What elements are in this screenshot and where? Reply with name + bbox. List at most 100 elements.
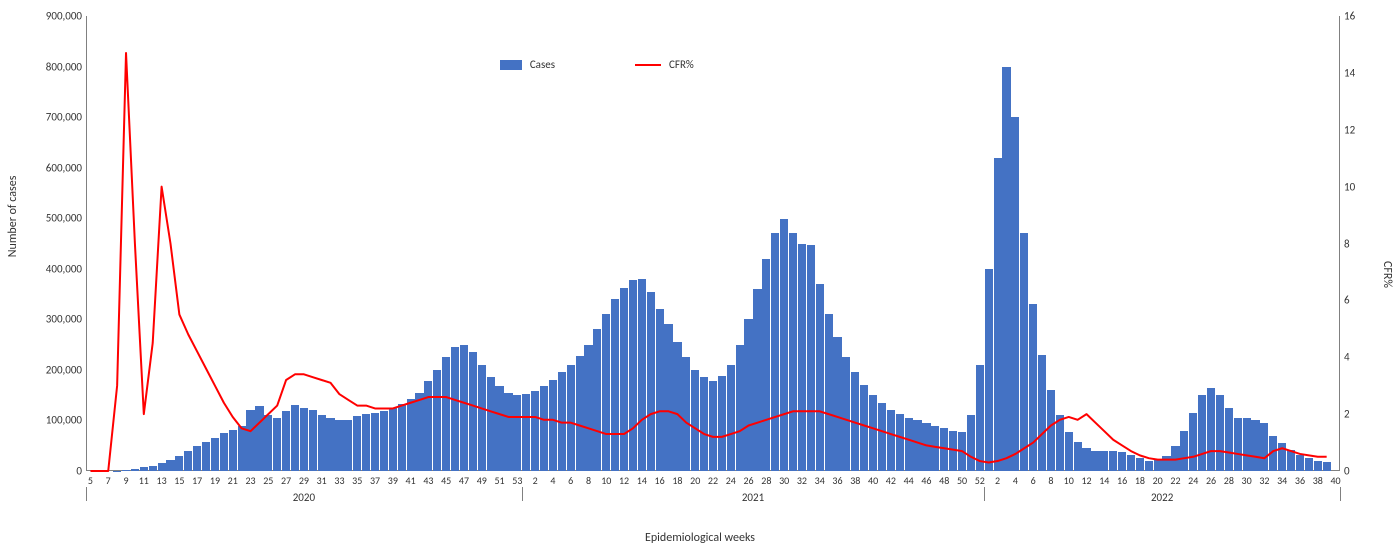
y2-tick: 16 (1344, 11, 1355, 22)
x-tick: 22 (1170, 474, 1180, 487)
year-separator (86, 487, 87, 501)
x-tick: 39 (388, 474, 398, 487)
y1-tick: 600,000 (46, 162, 82, 173)
line-layer (86, 16, 1340, 471)
x-tick: 2 (995, 474, 1000, 487)
x-tick: 50 (957, 474, 967, 487)
x-tick: 41 (406, 474, 416, 487)
x-tick: 36 (832, 474, 842, 487)
y2-tick: 12 (1344, 124, 1355, 135)
x-tick: 27 (281, 474, 291, 487)
y2-tick: 6 (1344, 295, 1350, 306)
y2-tick: 2 (1344, 409, 1350, 420)
year-label: 2022 (1151, 491, 1173, 504)
y1-tick: 700,000 (46, 112, 82, 123)
x-tick: 19 (210, 474, 220, 487)
y1-tick: 100,000 (46, 415, 82, 426)
x-tick: 46 (921, 474, 931, 487)
y1-tick: 500,000 (46, 213, 82, 224)
x-tick: 16 (655, 474, 665, 487)
x-tick: 25 (263, 474, 273, 487)
year-label: 2021 (742, 491, 764, 504)
x-tick: 18 (672, 474, 682, 487)
x-tick: 21 (228, 474, 238, 487)
x-tick: 10 (601, 474, 611, 487)
y2-tick: 0 (1344, 466, 1350, 477)
x-tick: 10 (1064, 474, 1074, 487)
x-tick: 26 (743, 474, 753, 487)
x-tick: 9 (123, 474, 128, 487)
x-tick: 51 (494, 474, 504, 487)
cfr-polyline (90, 53, 1326, 471)
x-tick: 30 (1242, 474, 1252, 487)
x-tick: 24 (726, 474, 736, 487)
x-tick: 6 (1031, 474, 1036, 487)
x-tick: 8 (1048, 474, 1053, 487)
y1-tick: 300,000 (46, 314, 82, 325)
x-tick: 28 (1224, 474, 1234, 487)
x-tick: 31 (317, 474, 327, 487)
x-tick: 4 (550, 474, 555, 487)
x-tick: 12 (619, 474, 629, 487)
x-tick: 2 (533, 474, 538, 487)
x-tick: 42 (886, 474, 896, 487)
x-tick: 45 (441, 474, 451, 487)
x-tick: 18 (1135, 474, 1145, 487)
x-tick: 26 (1206, 474, 1216, 487)
x-tick: 34 (1277, 474, 1287, 487)
x-tick: 44 (904, 474, 914, 487)
y2-tick: 14 (1344, 67, 1355, 78)
chart-container: Number of cases CFR% Epidemiological wee… (0, 0, 1400, 547)
x-tick: 52 (975, 474, 985, 487)
y1-tick: 400,000 (46, 263, 82, 274)
x-tick: 28 (761, 474, 771, 487)
x-tick: 24 (1188, 474, 1198, 487)
x-tick: 13 (157, 474, 167, 487)
x-tick: 14 (1099, 474, 1109, 487)
x-tick: 14 (637, 474, 647, 487)
y2-tick: 4 (1344, 352, 1350, 363)
x-tick: 34 (815, 474, 825, 487)
y1-ticks: 0100,000200,000300,000400,000500,000600,… (0, 16, 86, 471)
x-tick: 40 (868, 474, 878, 487)
x-tick: 11 (139, 474, 149, 487)
x-tick: 22 (708, 474, 718, 487)
x-tick: 29 (299, 474, 309, 487)
year-label: 2020 (293, 491, 315, 504)
x-tick: 38 (1313, 474, 1323, 487)
x-tick: 38 (850, 474, 860, 487)
x-tick: 32 (1259, 474, 1269, 487)
x-tick: 23 (245, 474, 255, 487)
x-tick: 30 (779, 474, 789, 487)
y2-tick: 10 (1344, 181, 1355, 192)
x-tick: 35 (352, 474, 362, 487)
y1-tick: 0 (76, 466, 82, 477)
year-separator (522, 487, 523, 501)
y2-ticks: 0246810121416 (1340, 16, 1400, 471)
x-tick: 43 (423, 474, 433, 487)
x-tick: 20 (1153, 474, 1163, 487)
y1-tick: 800,000 (46, 61, 82, 72)
year-separator (1340, 487, 1341, 501)
x-tick: 6 (568, 474, 573, 487)
y1-tick: 900,000 (46, 11, 82, 22)
x-tick: 8 (586, 474, 591, 487)
x-tick: 37 (370, 474, 380, 487)
x-axis-title: Epidemiological weeks (645, 531, 755, 545)
x-tick: 5 (88, 474, 93, 487)
x-tick: 47 (459, 474, 469, 487)
x-tick: 4 (1013, 474, 1018, 487)
x-tick: 40 (1330, 474, 1340, 487)
x-tick: 33 (334, 474, 344, 487)
y1-tick: 200,000 (46, 364, 82, 375)
x-tick: 16 (1117, 474, 1127, 487)
x-tick: 36 (1295, 474, 1305, 487)
x-tick: 12 (1081, 474, 1091, 487)
year-separator (984, 487, 985, 501)
x-tick: 17 (192, 474, 202, 487)
x-tick: 15 (174, 474, 184, 487)
y2-tick: 8 (1344, 238, 1350, 249)
x-tick: 20 (690, 474, 700, 487)
x-tick: 49 (477, 474, 487, 487)
plot-area (86, 16, 1340, 471)
